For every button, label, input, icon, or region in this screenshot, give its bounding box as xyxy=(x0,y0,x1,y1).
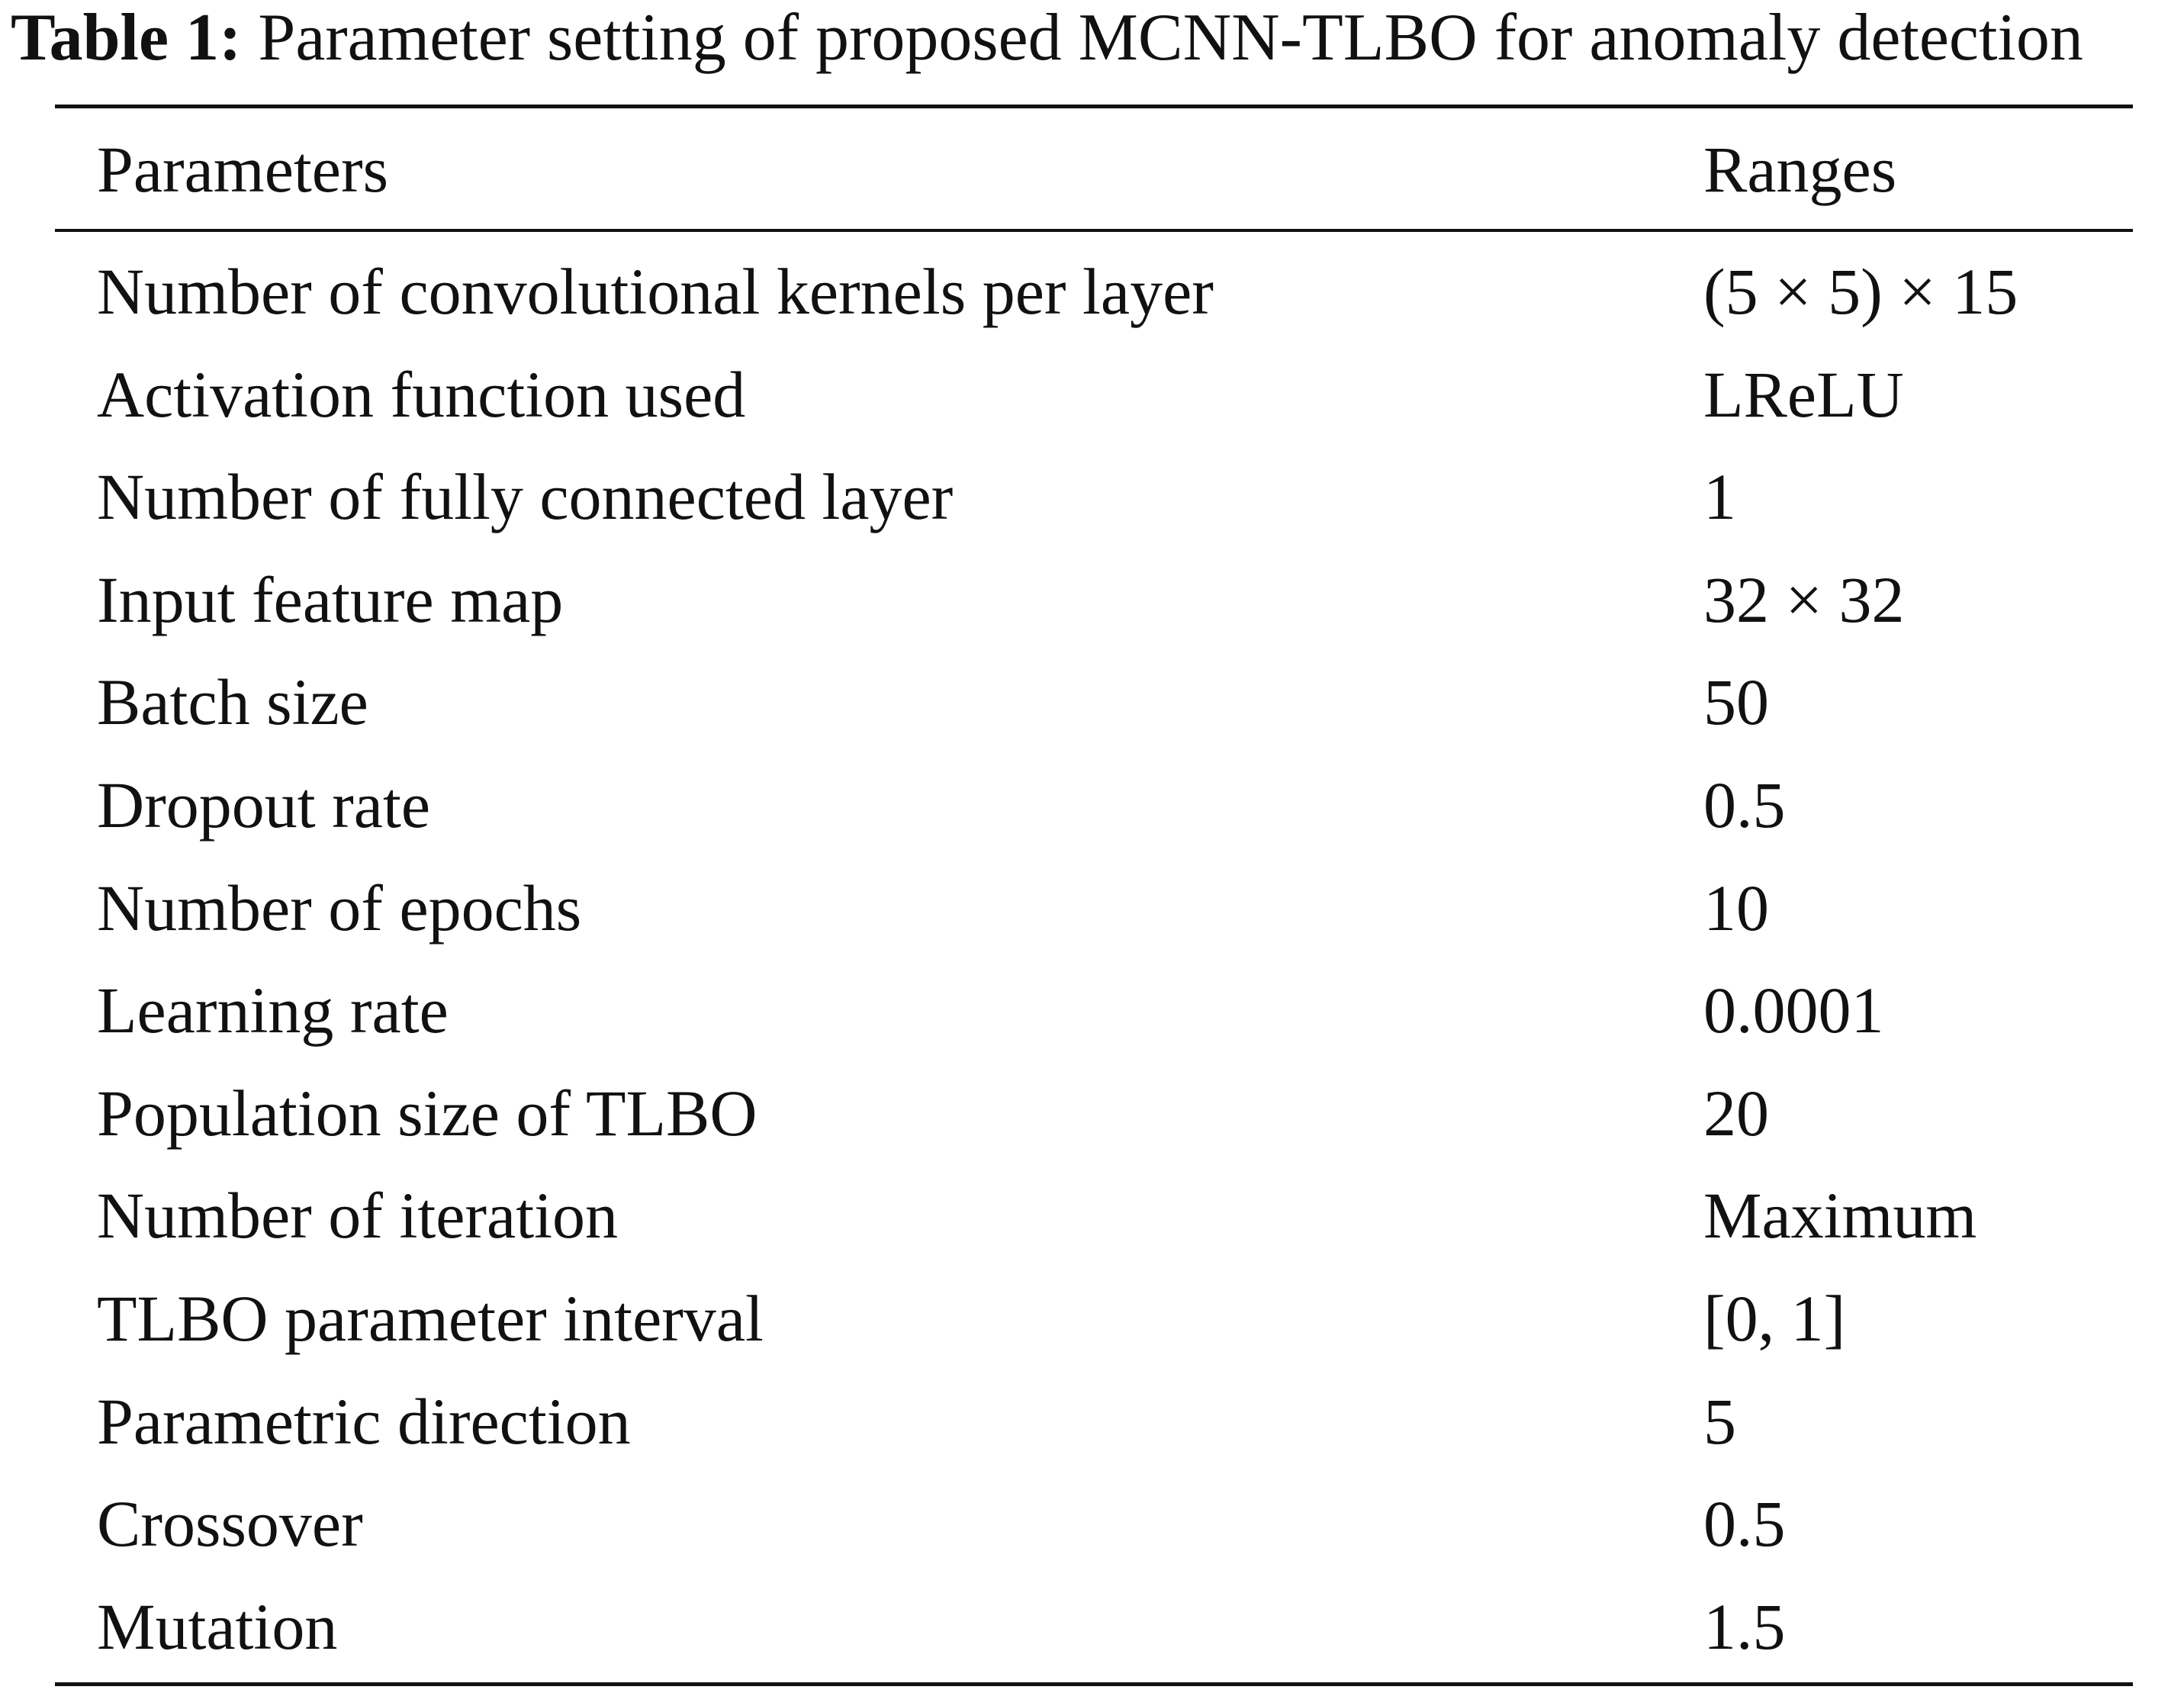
range-cell: [0, 1] xyxy=(1703,1282,1846,1355)
range-cell: 5 xyxy=(1703,1385,1736,1458)
table-caption-label: Table 1: xyxy=(11,1,242,75)
table-row: Input feature map 32 × 32 xyxy=(0,554,2184,645)
range-cell: 10 xyxy=(1703,871,1769,945)
table-top-rule xyxy=(55,105,2133,108)
range-cell: 1 xyxy=(1703,460,1736,533)
parameter-cell: Learning rate xyxy=(97,974,449,1047)
column-header-ranges: Ranges xyxy=(1703,133,1897,206)
parameter-cell: Input feature map xyxy=(97,563,564,636)
table-row: Number of iteration Maximum xyxy=(0,1170,2184,1261)
parameter-cell: Number of fully connected layer xyxy=(97,460,954,533)
table-row: Number of convolutional kernels per laye… xyxy=(0,246,2184,337)
range-cell: 32 × 32 xyxy=(1703,563,1905,636)
range-cell: LReLU xyxy=(1703,358,1904,431)
range-cell: 0.5 xyxy=(1703,1487,1786,1560)
table-row: Number of epochs 10 xyxy=(0,862,2184,954)
table-header-rule xyxy=(55,229,2133,232)
table-row: Crossover 0.5 xyxy=(0,1478,2184,1569)
parameter-cell: Number of epochs xyxy=(97,871,582,945)
column-header-parameters: Parameters xyxy=(97,133,389,206)
range-cell: 20 xyxy=(1703,1077,1769,1150)
parameter-cell: Parametric direction xyxy=(97,1385,631,1458)
range-cell: 50 xyxy=(1703,665,1769,739)
table-row: Parametric direction 5 xyxy=(0,1376,2184,1467)
parameter-cell: Number of iteration xyxy=(97,1179,619,1252)
table-row: Population size of TLBO 20 xyxy=(0,1067,2184,1159)
range-cell: 1.5 xyxy=(1703,1590,1786,1663)
parameter-cell: Activation function used xyxy=(97,358,746,431)
table-row: Mutation 1.5 xyxy=(0,1581,2184,1672)
table-row: Batch size 50 xyxy=(0,656,2184,748)
parameter-cell: Mutation xyxy=(97,1590,338,1663)
table-bottom-rule xyxy=(55,1682,2133,1686)
parameter-cell: Number of convolutional kernels per laye… xyxy=(97,255,1214,328)
range-cell: (5 × 5) × 15 xyxy=(1703,255,2018,328)
table-row: Number of fully connected layer 1 xyxy=(0,451,2184,542)
range-cell: Maximum xyxy=(1703,1179,1977,1252)
table-row: Activation function used LReLU xyxy=(0,349,2184,440)
parameter-cell: Batch size xyxy=(97,665,368,739)
parameter-cell: Population size of TLBO xyxy=(97,1077,757,1150)
table-row: TLBO parameter interval [0, 1] xyxy=(0,1273,2184,1364)
table-row: Learning rate 0.0001 xyxy=(0,964,2184,1056)
table-caption-text: Parameter setting of proposed MCNN-TLBO … xyxy=(258,1,2083,75)
table-header-row: Parameters Ranges xyxy=(0,124,2184,215)
parameter-cell: TLBO parameter interval xyxy=(97,1282,764,1355)
range-cell: 0.0001 xyxy=(1703,974,1884,1047)
range-cell: 0.5 xyxy=(1703,768,1786,842)
table-row: Dropout rate 0.5 xyxy=(0,759,2184,851)
table-caption: Table 1: Parameter setting of proposed MC… xyxy=(11,0,2181,84)
parameter-cell: Crossover xyxy=(97,1487,363,1560)
parameter-cell: Dropout rate xyxy=(97,768,431,842)
